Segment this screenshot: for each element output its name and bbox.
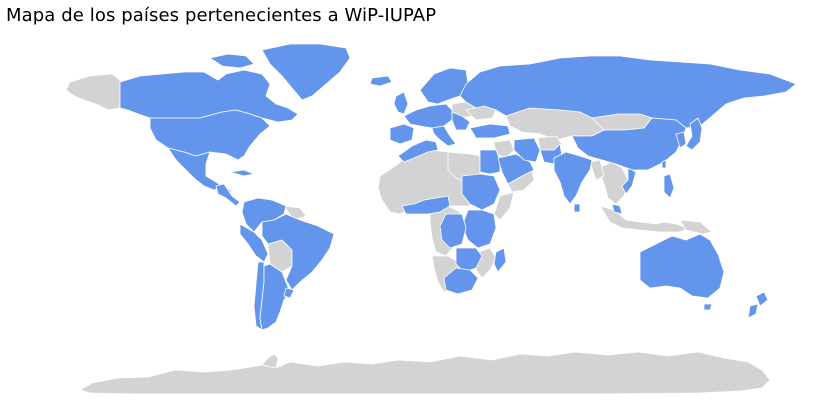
egypt xyxy=(479,149,501,175)
southeast-asia xyxy=(597,161,629,205)
taiwan xyxy=(661,159,667,169)
central-america xyxy=(215,183,241,207)
new-zealand xyxy=(755,291,769,307)
east-africa xyxy=(461,209,497,249)
canada-islands xyxy=(209,53,255,69)
maghreb xyxy=(397,139,439,163)
western-europe xyxy=(403,103,453,129)
member-countries xyxy=(119,43,797,331)
indonesia xyxy=(599,205,689,233)
india xyxy=(553,151,593,205)
italy-greece xyxy=(431,125,457,147)
united-kingdom xyxy=(393,91,409,115)
poland-romania xyxy=(451,111,471,131)
scandinavia xyxy=(419,67,469,105)
vietnam xyxy=(621,167,637,195)
iceland xyxy=(369,75,393,87)
tasmania xyxy=(703,303,713,311)
iberia xyxy=(389,123,415,145)
somalia xyxy=(493,191,515,221)
alaska xyxy=(65,73,121,111)
map-title: Mapa de los países pertenecientes a WiP-… xyxy=(6,5,437,26)
southern-central-africa xyxy=(455,247,483,273)
myanmar xyxy=(589,159,605,181)
russia xyxy=(459,55,797,129)
brazil xyxy=(261,213,335,291)
south-africa xyxy=(443,267,479,295)
dr-congo xyxy=(439,213,467,249)
new-zealand-south xyxy=(747,303,759,319)
mexico xyxy=(167,147,223,191)
saudi-arabia xyxy=(497,153,535,185)
turkey xyxy=(469,123,511,139)
argentina xyxy=(259,263,291,331)
antarctica xyxy=(79,351,771,395)
sri-lanka xyxy=(573,203,581,213)
cuba xyxy=(229,169,255,177)
sudan-ethiopia xyxy=(461,173,501,211)
uruguay xyxy=(283,287,295,299)
australia xyxy=(639,233,725,299)
philippines xyxy=(663,173,675,199)
china xyxy=(571,117,687,171)
japan xyxy=(685,117,703,151)
west-africa xyxy=(401,195,451,215)
non-member-countries xyxy=(65,73,771,395)
malaysia xyxy=(611,203,623,215)
guyanas xyxy=(283,205,307,221)
madagascar xyxy=(493,247,507,273)
antarctic-peninsula xyxy=(261,353,279,369)
greenland xyxy=(261,43,351,101)
papua xyxy=(679,219,713,235)
iran xyxy=(513,137,541,163)
canada xyxy=(119,69,299,123)
korea xyxy=(675,131,687,149)
